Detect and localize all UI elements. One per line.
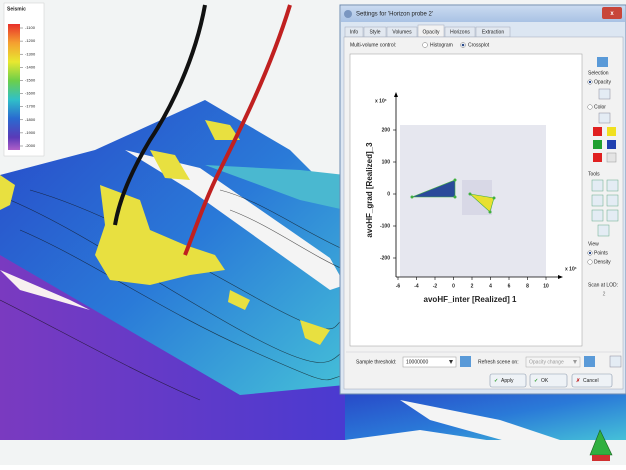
help-button[interactable] xyxy=(597,57,608,67)
page: Seismic -1100 -1200 -1300 -1400 -1500 -1600 -1… xyxy=(0,0,626,465)
threshold-label: Sample threshold: xyxy=(356,359,396,365)
radio-dot xyxy=(462,44,465,47)
button-label: Cancel xyxy=(583,378,599,384)
option-label: Points xyxy=(594,250,608,256)
colorbar xyxy=(8,24,20,150)
threshold-apply[interactable] xyxy=(460,356,471,367)
section-label: View xyxy=(588,241,599,247)
colorbar-label: -1100 xyxy=(25,25,36,30)
option-label: Opacity xyxy=(594,79,611,85)
y-axis-label: avoHF_grad [Realized]_3 xyxy=(365,142,374,238)
colorbar-label: -1700 xyxy=(25,104,36,109)
y-tick-label: 200 xyxy=(382,127,391,133)
tab-label: Horizons xyxy=(450,29,470,35)
threshold-value: 10000000 xyxy=(406,359,428,365)
dialog-buttons: ✓Apply✓OK✗Cancel xyxy=(490,374,612,387)
button-icon: ✗ xyxy=(576,378,580,384)
colorbar-title: Seismic xyxy=(7,6,26,12)
tab-label: Info xyxy=(350,29,359,35)
tab-label: Extraction xyxy=(482,29,504,35)
x-axis-label: avoHF_inter [Realized] 1 xyxy=(424,295,517,304)
lod-value: 2 xyxy=(603,291,606,297)
x-tick-label: 4 xyxy=(489,283,492,289)
colorbar-label: -1300 xyxy=(25,51,36,56)
tab-label: Style xyxy=(369,29,380,35)
scene-bottom xyxy=(0,440,626,465)
mode-label: Histogram xyxy=(430,42,453,48)
radio-dot xyxy=(589,81,591,83)
colorbar-label: -1900 xyxy=(25,130,36,135)
button-label: Apply xyxy=(501,378,514,384)
colorbar-label: -1500 xyxy=(25,78,36,83)
x-tick-label: 8 xyxy=(526,283,529,289)
x-tick-label: 0 xyxy=(452,283,455,289)
opacity-button[interactable] xyxy=(599,89,610,99)
y-tick-label: -100 xyxy=(380,223,390,229)
multi-volume-label: Multi-volume control: xyxy=(350,42,396,48)
tab-label: Opacity xyxy=(423,29,440,35)
colorbar-label: -1800 xyxy=(25,117,36,122)
screen: Seismic -1100 -1200 -1300 -1400 -1500 -1600 -1… xyxy=(0,0,626,465)
colorbar-label: -2000 xyxy=(25,143,36,148)
tab-label: Volumes xyxy=(392,29,412,35)
tabs: Info Style Volumes Opacity Horizons Extractio… xyxy=(345,25,510,37)
option-label: Density xyxy=(594,259,611,265)
button-label: OK xyxy=(541,378,549,384)
option-label: Color xyxy=(594,104,606,110)
lod-label: Scan at LOD: xyxy=(588,282,618,288)
section-label: Selection xyxy=(588,70,609,76)
radio-color[interactable] xyxy=(588,105,593,110)
colorbar-label: -1600 xyxy=(25,91,36,96)
x-multiplier: x 10³ xyxy=(565,266,577,272)
section-label: Tools xyxy=(588,171,600,177)
color-button[interactable] xyxy=(599,113,610,123)
x-tick-label: -4 xyxy=(414,283,419,289)
refresh-label: Refresh scene on: xyxy=(478,359,519,365)
pin-button[interactable] xyxy=(610,356,621,367)
refresh-button[interactable] xyxy=(584,356,595,367)
x-tick-label: 10 xyxy=(543,283,549,289)
y-tick-label: 100 xyxy=(382,159,391,165)
button-icon: ✓ xyxy=(494,378,498,384)
colorbar-label: -1200 xyxy=(25,38,36,43)
x-tick-label: 6 xyxy=(508,283,511,289)
colorbar-label: -1400 xyxy=(25,64,36,69)
radio-density[interactable] xyxy=(588,260,593,265)
radio-histogram[interactable] xyxy=(423,43,428,48)
button-icon: ✓ xyxy=(534,378,538,384)
x-tick-label: 2 xyxy=(471,283,474,289)
x-tick-label: -6 xyxy=(396,283,401,289)
refresh-option: Opacity change xyxy=(529,359,564,365)
radio-dot xyxy=(589,252,591,254)
dialog-title: Settings for 'Horizon probe 2' xyxy=(356,12,433,18)
y-tick-label: 0 xyxy=(387,191,390,197)
y-multiplier: x 10³ xyxy=(375,98,387,104)
dialog-icon xyxy=(344,10,352,18)
x-tick-label: -2 xyxy=(433,283,438,289)
orientation-base xyxy=(592,455,610,461)
mode-label: Crossplot xyxy=(468,42,490,48)
y-tick-label: -200 xyxy=(380,255,390,261)
